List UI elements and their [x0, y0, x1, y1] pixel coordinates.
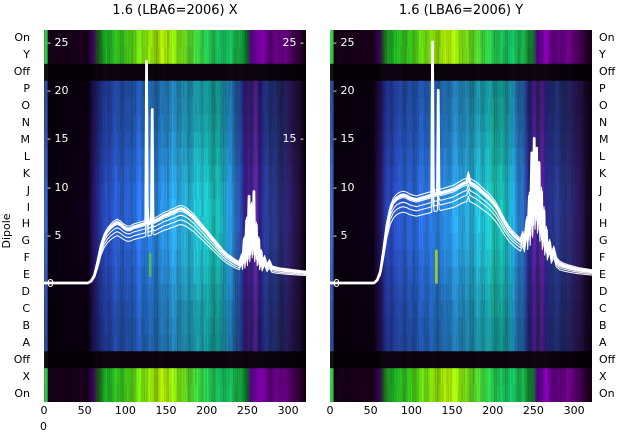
row-label-left: B	[22, 318, 30, 332]
panel-y-title: 1.6 (LBA6=2006) Y	[398, 3, 524, 18]
row-label-left: C	[22, 302, 30, 315]
row-label-left: O	[21, 99, 30, 113]
curve-scale-tick-right: 15 -	[282, 132, 304, 146]
x-axis-tick-label: 250	[236, 404, 258, 417]
x-axis-tick-label: 250	[522, 404, 544, 417]
row-label-left: On	[14, 31, 30, 45]
row-label-right: On	[599, 386, 615, 400]
x-axis-tick-label: 50	[363, 404, 378, 417]
curve-scale-tick-left: - 15	[47, 132, 69, 146]
row-label-right: M	[599, 132, 609, 146]
row-label-right: E	[599, 268, 606, 282]
row-label-left: F	[23, 251, 30, 265]
heatmap-panel-x: - 25 - 20 - 15 - 10 - 5 0 25 - 15 -	[44, 30, 306, 402]
row-label-right: F	[599, 251, 606, 265]
curve-scale-tick-left: - 10	[47, 180, 69, 194]
row-label-right: B	[599, 318, 607, 332]
row-label-left: E	[23, 268, 30, 282]
row-label-left: Y	[23, 48, 30, 62]
row-label-right: Off	[599, 65, 616, 79]
row-label-right: Off	[599, 352, 616, 366]
row-label-left: Off	[13, 352, 30, 366]
curve-scale-tick-left: - 25	[47, 36, 69, 49]
row-label-right: G	[599, 234, 608, 248]
row-label-left: X	[22, 369, 30, 383]
row-label-left: I	[26, 200, 30, 214]
row-label-right: O	[599, 99, 608, 113]
row-label-right: X	[599, 369, 607, 383]
x-axis-tick-label: 0	[326, 404, 334, 417]
curve-scale-tick-left: - 15	[333, 132, 355, 146]
row-label-right: J	[599, 183, 603, 197]
curve-scale-tick-left: 0	[47, 277, 54, 290]
x-axis-tick-label: 150	[155, 404, 177, 417]
heatmap-canvas-y	[330, 30, 592, 402]
x-axis-tick-label: 300	[277, 404, 299, 417]
row-label-left: A	[22, 335, 30, 349]
row-label-right: P	[599, 82, 606, 96]
x-axis-tick-label: 100	[114, 404, 136, 417]
x-axis-tick-label: 150	[441, 404, 463, 417]
row-label-left: J	[26, 183, 30, 197]
row-label-left: D	[21, 285, 30, 299]
row-label-right: L	[599, 149, 606, 163]
x-axis-tick-label: 100	[400, 404, 422, 417]
curve-scale-tick-right: 25 -	[282, 36, 304, 49]
row-label-right: I	[599, 200, 603, 214]
x-axis-tick-label: 200	[482, 404, 504, 417]
row-label-left: N	[21, 116, 30, 129]
curve-scale-tick-left: - 25	[333, 36, 355, 49]
row-label-left: On	[14, 386, 30, 400]
row-label-left: G	[21, 234, 30, 248]
row-label-right: N	[599, 116, 608, 129]
curve-scale-tick-left: - 5	[47, 228, 62, 242]
row-label-left: H	[21, 217, 30, 231]
curve-scale-tick-left: - 20	[333, 84, 355, 98]
row-label-left: P	[23, 82, 30, 96]
x-axis-tick-label: 200	[196, 404, 218, 417]
row-label-right: H	[599, 217, 608, 231]
row-label-left: L	[23, 149, 30, 163]
row-label-left: Off	[13, 65, 30, 79]
row-label-right: A	[599, 335, 607, 349]
x-axis-tick-label: 300	[563, 404, 585, 417]
curve-scale-tick-left: - 5	[333, 228, 348, 242]
row-label-right: On	[599, 31, 615, 45]
heatmap-canvas-x	[44, 30, 306, 402]
x-axis-origin-label: 0	[40, 420, 47, 433]
x-axis-tick-label: 50	[77, 404, 92, 417]
row-label-right: Y	[599, 48, 606, 62]
heatmap-panel-y: - 25 - 20 - 15 - 10 - 5 0	[330, 30, 592, 402]
curve-scale-tick-left: 0	[333, 277, 340, 290]
curve-scale-tick-left: - 20	[47, 84, 69, 98]
row-label-left: M	[20, 132, 31, 146]
row-label-right: C	[599, 302, 607, 315]
panel-x-title: 1.6 (LBA6=2006) X	[112, 3, 238, 18]
row-label-left: K	[22, 166, 30, 180]
row-label-right: D	[599, 285, 608, 299]
row-label-right: K	[599, 166, 607, 180]
curve-scale-tick-left: - 10	[333, 180, 355, 194]
x-axis-tick-label: 0	[40, 404, 48, 417]
